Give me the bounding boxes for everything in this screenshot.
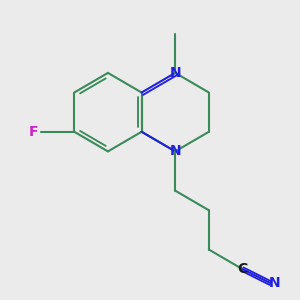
Text: C: C [237,262,248,276]
Text: F: F [29,125,38,139]
Text: N: N [269,276,281,290]
Text: N: N [169,144,181,158]
Text: N: N [169,66,181,80]
